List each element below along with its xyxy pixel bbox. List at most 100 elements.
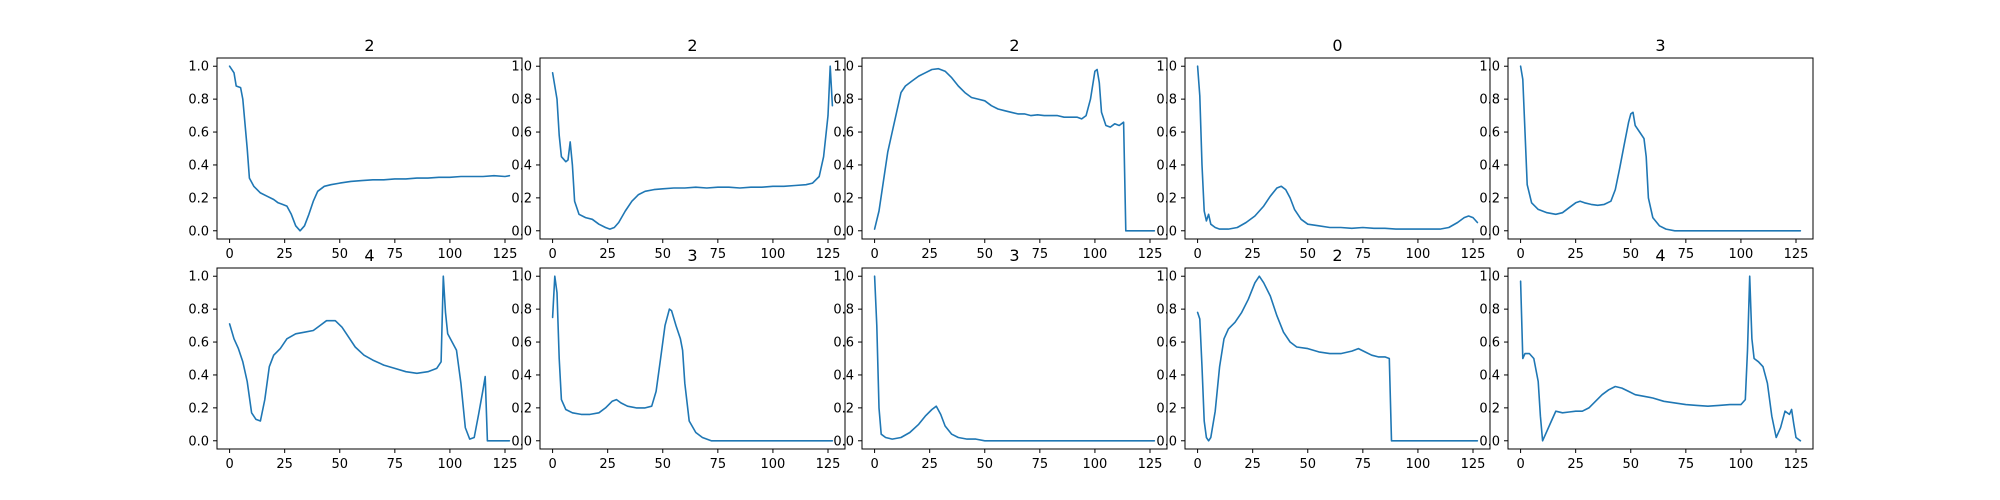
subplot-3: 2 0 25 50 75 100 125 0.0 0.2 0.4 0.6 0.8 1.0: [833, 36, 1168, 262]
y-tick-label: 0.4: [188, 158, 209, 173]
x-tick-label: 125: [493, 457, 518, 472]
subplot-title: 4: [1655, 246, 1665, 265]
x-tick-label: 125: [1461, 457, 1486, 472]
x-tick-label: 75: [710, 457, 727, 472]
subplot-1: 2 0 25 50 75 100 125 0.0 0.2 0.4 0.6 0.8 1.0: [188, 36, 523, 262]
x-tick-label: 50: [976, 247, 993, 262]
x-tick-label: 0: [548, 247, 556, 262]
subplot-2: 2 0 25 50 75 100 125 0.0 0.2 0.4 0.6 0.8 1.0: [511, 36, 846, 262]
series-line: [1519, 275, 1802, 442]
subplot-6: 4 0 25 50 75 100 125 0.0 0.2 0.4 0.6 0.8 1.0: [188, 246, 523, 472]
y-tick-label: 0.2: [833, 401, 854, 416]
x-tick-label: 125: [1138, 247, 1163, 262]
x-tick-label: 100: [1083, 247, 1108, 262]
x-tick-label: 100: [1083, 457, 1108, 472]
y-tick-label: 0.8: [833, 93, 854, 108]
x-tick-label: 0: [225, 457, 233, 472]
x-tick-label: 50: [331, 457, 348, 472]
x-tick-label: 0: [870, 247, 878, 262]
subplot-title: 2: [364, 36, 374, 55]
y-tick-label: 0.2: [188, 401, 209, 416]
y-tick-label: 0.0: [511, 224, 532, 239]
y-tick-label: 0.2: [511, 401, 532, 416]
x-tick-label: 0: [1193, 457, 1201, 472]
y-tick-label: 1.0: [511, 60, 532, 75]
x-tick-label: 125: [816, 457, 841, 472]
y-tick-label: 0.6: [511, 336, 532, 351]
x-tick-label: 100: [1729, 247, 1754, 262]
y-tick-label: 0.8: [1156, 303, 1177, 318]
y-tick-label: 1.0: [188, 60, 209, 75]
axes-frame: [216, 57, 523, 240]
y-tick-label: 0.6: [1479, 336, 1500, 351]
axes-frame: [1507, 57, 1814, 240]
x-tick-label: 25: [276, 457, 293, 472]
y-tick-label: 0.2: [833, 191, 854, 206]
x-tick-label: 0: [1516, 457, 1524, 472]
y-tick-label: 0.8: [511, 303, 532, 318]
y-tick-label: 0.2: [1479, 401, 1500, 416]
x-tick-label: 75: [710, 247, 727, 262]
y-tick-label: 0.4: [511, 158, 532, 173]
x-tick-label: 25: [599, 457, 616, 472]
x-tick-label: 25: [599, 247, 616, 262]
x-tick-label: 75: [387, 247, 404, 262]
axes-frame: [1507, 267, 1814, 450]
x-tick-label: 0: [225, 247, 233, 262]
x-tick-label: 25: [1244, 457, 1261, 472]
y-tick-label: 0.8: [511, 93, 532, 108]
subplot-title: 2: [687, 36, 697, 55]
y-tick-label: 0.2: [1156, 401, 1177, 416]
y-tick-label: 1.0: [833, 270, 854, 285]
x-tick-label: 50: [654, 457, 671, 472]
y-tick-label: 0.8: [833, 303, 854, 318]
y-tick-label: 0.6: [188, 336, 209, 351]
y-tick-label: 0.6: [188, 126, 209, 141]
y-tick-label: 0.0: [511, 434, 532, 449]
subplot-5: 3 0 25 50 75 100 125 0.0 0.2 0.4 0.6 0.8 1.0: [1479, 36, 1814, 262]
subplot-8: 3 0 25 50 75 100 125 0.0 0.2 0.4 0.6 0.8 1.0: [833, 246, 1168, 472]
x-tick-label: 25: [921, 457, 938, 472]
axes-frame: [216, 267, 523, 450]
series-line: [228, 275, 511, 442]
axes-frame: [539, 267, 846, 450]
x-tick-label: 125: [1784, 457, 1809, 472]
subplot-title: 3: [1009, 246, 1019, 265]
y-tick-label: 0.4: [833, 158, 854, 173]
x-tick-label: 100: [438, 247, 463, 262]
y-tick-label: 0.0: [1479, 224, 1500, 239]
axes-frame: [861, 267, 1168, 450]
x-tick-label: 25: [921, 247, 938, 262]
x-tick-label: 50: [1299, 247, 1316, 262]
x-tick-label: 125: [493, 247, 518, 262]
y-tick-label: 1.0: [833, 60, 854, 75]
subplot-7: 3 0 25 50 75 100 125 0.0 0.2 0.4 0.6 0.8 1.0: [511, 246, 846, 472]
x-tick-label: 75: [1032, 457, 1049, 472]
series-line: [551, 275, 834, 442]
x-tick-label: 50: [331, 247, 348, 262]
y-tick-label: 0.8: [1479, 303, 1500, 318]
axes-frame: [539, 57, 846, 240]
subplot-title: 3: [1655, 36, 1665, 55]
x-tick-label: 50: [1622, 247, 1639, 262]
x-tick-label: 75: [1355, 457, 1372, 472]
x-tick-label: 100: [1729, 457, 1754, 472]
subplot-9: 2 0 25 50 75 100 125 0.0 0.2 0.4 0.6 0.8 1.0: [1156, 246, 1491, 472]
y-tick-label: 1.0: [1156, 60, 1177, 75]
x-tick-label: 75: [387, 457, 404, 472]
y-tick-label: 0.6: [833, 126, 854, 141]
y-tick-label: 1.0: [511, 270, 532, 285]
y-tick-label: 0.6: [511, 126, 532, 141]
subplot-title: 2: [1332, 246, 1342, 265]
x-tick-label: 50: [1622, 457, 1639, 472]
y-tick-label: 0.6: [1156, 126, 1177, 141]
y-tick-label: 1.0: [1479, 60, 1500, 75]
subplot-title: 4: [364, 246, 374, 265]
y-tick-label: 0.6: [1479, 126, 1500, 141]
x-tick-label: 0: [870, 457, 878, 472]
y-tick-label: 0.2: [1479, 191, 1500, 206]
x-tick-label: 0: [1516, 247, 1524, 262]
y-tick-label: 0.0: [1156, 224, 1177, 239]
